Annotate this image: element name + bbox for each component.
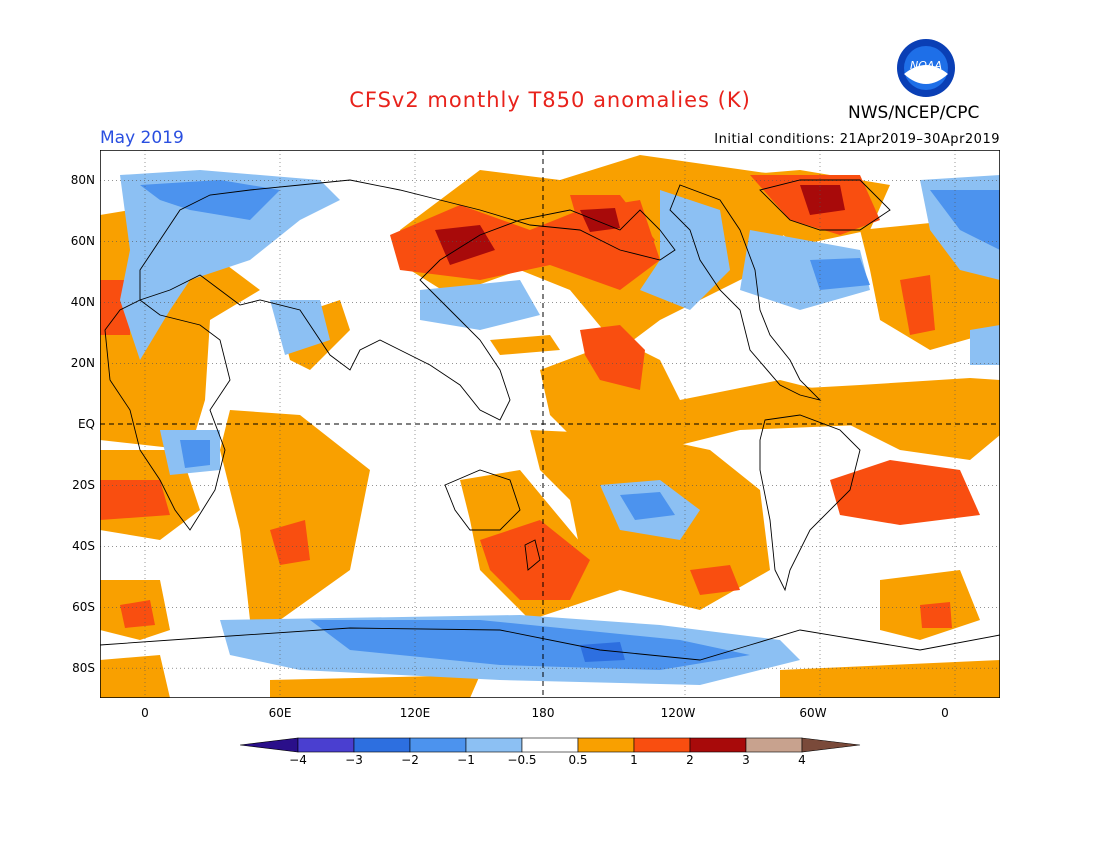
lat-label: 40S [72, 539, 95, 553]
agency-label: NWS/NCEP/CPC [848, 103, 980, 123]
lat-label: 40N [70, 295, 95, 309]
lon-label: 120W [660, 706, 696, 720]
anomaly-map [100, 150, 1000, 698]
colorbar-end-high [801, 737, 861, 753]
lon-label: 0 [941, 706, 949, 720]
lat-label: 20S [72, 478, 95, 492]
colorbar-label: −2 [401, 753, 419, 767]
equator-and-dateline [100, 150, 1000, 698]
colorbar-box [353, 737, 411, 753]
lat-label: 60S [72, 600, 95, 614]
lat-label: 80S [72, 661, 95, 675]
lat-label: 80N [70, 173, 95, 187]
colorbar-label: 0.5 [568, 753, 588, 767]
lat-label: 20N [70, 356, 95, 370]
colorbar-label: 1 [630, 753, 638, 767]
colorbar-end-low [240, 737, 299, 753]
colorbar-label: 4 [798, 753, 806, 767]
colorbar-box [297, 737, 355, 753]
lon-label: 0 [141, 706, 149, 720]
lon-label: 60E [268, 706, 292, 720]
month-label: May 2019 [100, 128, 184, 148]
colorbar [240, 737, 861, 753]
noaa-logo: NOAA [897, 39, 955, 97]
svg-text:NOAA: NOAA [910, 59, 942, 72]
colorbar-box [633, 737, 691, 753]
lon-label: 60W [799, 706, 827, 720]
chart-title: CFSv2 monthly T850 anomalies (K) [349, 88, 751, 112]
colorbar-box [521, 737, 579, 753]
colorbar-box [577, 737, 635, 753]
initial-conditions-label: Initial conditions: 21Apr2019–30Apr2019 [714, 132, 1000, 147]
lat-label: 60N [70, 234, 95, 248]
colorbar-box [689, 737, 747, 753]
lon-label: 120E [399, 706, 431, 720]
colorbar-box [465, 737, 523, 753]
colorbar-label: 2 [686, 753, 694, 767]
colorbar-box [745, 737, 803, 753]
colorbar-label: −3 [345, 753, 363, 767]
lon-label: 180 [531, 706, 555, 720]
colorbar-label: −4 [289, 753, 307, 767]
coastlines [100, 179, 1000, 661]
colorbar-label: −0.5 [507, 753, 537, 767]
graticule [100, 150, 1000, 698]
lat-label: EQ [77, 417, 95, 431]
colorbar-box [409, 737, 467, 753]
colorbar-label: 3 [742, 753, 750, 767]
colorbar-label: −1 [457, 753, 475, 767]
